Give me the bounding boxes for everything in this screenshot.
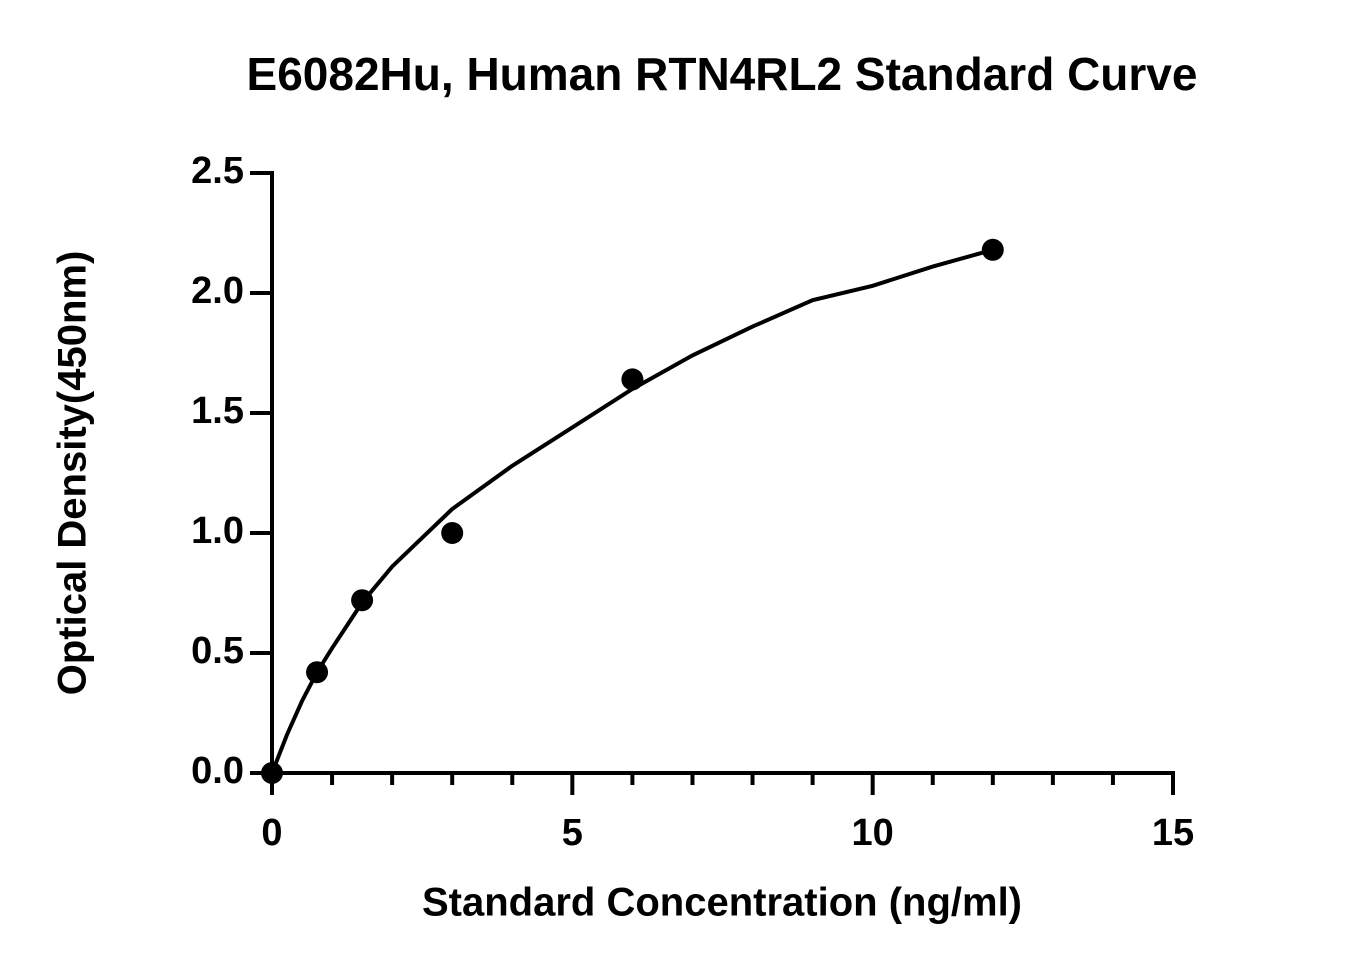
data-point [351,589,374,612]
x-tick-label: 15 [1152,812,1194,854]
fit-curve [270,247,994,774]
data-point [981,238,1004,261]
y-tick-label: 1.5 [191,390,244,432]
data-point [441,522,464,544]
x-tick-label: 10 [852,812,894,854]
chart-title: E6082Hu, Human RTN4RL2 Standard Curve [247,48,1198,100]
y-tick-label: 2.5 [191,150,244,192]
x-tick-label: 0 [261,812,282,854]
data-point [306,661,329,684]
y-tick-label: 0.5 [191,630,244,672]
x-tick-label: 5 [562,812,583,854]
x-axis-label: Standard Concentration (ng/ml) [422,881,1022,925]
y-tick-label: 0.0 [191,750,244,792]
y-tick-label: 2.0 [191,270,244,312]
data-point [261,762,283,784]
y-axis-label: Optical Density(450nm) [51,251,95,696]
y-tick-label: 1.0 [191,510,244,552]
data-point [621,368,644,391]
